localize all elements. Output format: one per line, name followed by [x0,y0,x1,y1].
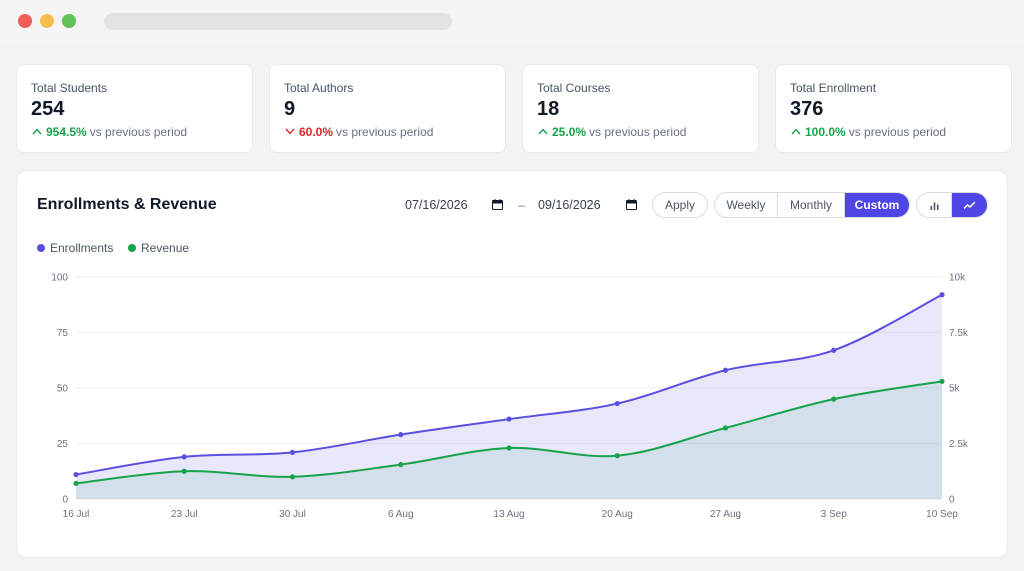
stat-trend: 100.0% vs previous period [790,125,946,139]
x-tick-label: 27 Aug [710,509,741,520]
line-chart-icon [963,201,976,209]
stat-change: 100.0% [805,125,846,139]
period-custom-option[interactable]: Custom [845,193,909,217]
enrollments-point [831,347,837,353]
enrollments-point [181,454,187,460]
bar-chart-icon [930,202,938,210]
panel-title: Enrollments & Revenue [37,196,217,213]
y-right-tick-label: 5k [949,384,961,395]
calendar-icon[interactable] [626,199,637,210]
enrollments-revenue-panel: Enrollments & Revenue 07/16/2026 – 09/16… [16,170,1008,558]
y-right-tick-label: 0 [949,495,955,506]
date-range-separator: – [518,198,525,212]
stat-card-total-students: Total Students 254 954.5% vs previous pe… [16,64,253,153]
stat-value: 254 [31,98,65,120]
stat-change: 25.0% [552,125,587,139]
legend-swatch-enrollments [37,244,45,252]
enrollments-point [722,367,729,373]
stat-value: 376 [790,98,824,120]
enrollments-point [289,449,296,455]
stat-value: 9 [284,98,296,120]
revenue-point [614,453,620,459]
y-left-tick-label: 0 [62,495,68,506]
stat-change-suffix: vs previous period [589,125,687,139]
x-tick-label: 6 Aug [388,509,414,520]
enrollments-point [398,432,404,438]
trend-up-icon [537,126,549,138]
legend-label: Enrollments [50,241,114,255]
stat-card-total-courses: Total Courses 18 25.0% vs previous perio… [522,64,759,153]
date-from-input[interactable]: 07/16/2026 [405,198,468,212]
stat-trend: 954.5% vs previous period [31,125,187,139]
y-left-tick-label: 50 [57,384,69,395]
legend-swatch-revenue [128,244,136,252]
stat-label: Total Courses [537,81,611,95]
enrollments-point [939,292,945,298]
x-tick-label: 20 Aug [602,509,633,520]
period-selector: Weekly Monthly Custom [714,192,910,218]
window-titlebar [0,0,1024,44]
revenue-point [181,468,187,474]
y-right-tick-label: 10k [949,273,966,284]
stat-trend: 25.0% vs previous period [537,125,686,139]
close-window-button[interactable] [18,14,32,28]
stat-value: 18 [537,98,560,120]
x-tick-label: 3 Sep [821,509,848,520]
stat-label: Total Enrollment [790,81,877,95]
enrollments-area [76,294,942,499]
revenue-point [939,378,945,384]
y-right-tick-label: 7.5k [949,328,969,339]
x-tick-label: 13 Aug [493,509,524,520]
chart-type-selector [916,192,988,218]
revenue-area [76,381,942,499]
stat-change: 954.5% [46,125,87,139]
stat-change-suffix: vs previous period [89,125,188,139]
y-left-tick-label: 25 [57,439,69,450]
stat-card-total-enrollment: Total Enrollment 376 100.0% vs previous … [775,64,1012,153]
trend-down-icon [284,126,296,138]
x-tick-label: 23 Jul [171,509,198,520]
y-left-tick-label: 75 [57,328,69,339]
stat-change-suffix: vs previous period [848,125,947,139]
revenue-point [506,445,512,451]
revenue-point [722,425,729,431]
enrollments-point [73,471,79,478]
minimize-window-button[interactable] [40,14,54,28]
date-to-input[interactable]: 09/16/2026 [538,198,601,212]
revenue-point [398,461,404,468]
period-weekly-option[interactable]: Weekly [715,193,778,217]
trend-up-icon [790,126,802,138]
y-right-tick-label: 2.5k [949,439,969,450]
line-chart-button[interactable] [952,193,987,217]
bar-chart-button[interactable] [917,193,952,217]
stat-label: Total Authors [284,81,354,95]
enrollments-revenue-chart: 0 0 25 2.5k 50 5k 75 7.5k 100 10k 16 Jul 23 Jul 30 J… [51,273,969,521]
x-tick-label: 16 Jul [63,509,90,520]
stat-label: Total Students [31,81,108,95]
x-tick-label: 30 Jul [279,509,306,520]
stat-card-total-authors: Total Authors 9 60.0% vs previous period [269,64,506,153]
stat-change: 60.0% [299,125,334,139]
enrollments-point [614,400,620,407]
stat-change-suffix: vs previous period [336,125,434,139]
apply-button[interactable]: Apply [652,192,708,218]
calendar-icon[interactable] [492,199,503,210]
address-bar[interactable] [104,13,452,30]
period-monthly-option[interactable]: Monthly [778,193,845,217]
stat-trend: 60.0% vs previous period [284,125,433,139]
revenue-point [289,474,296,480]
enrollments-point [506,416,512,422]
revenue-point [831,396,837,402]
legend-item-revenue[interactable]: Revenue [128,241,189,255]
x-tick-label: 10 Sep [926,509,958,520]
maximize-window-button[interactable] [62,14,76,28]
revenue-point [73,480,79,487]
trend-up-icon [31,126,43,138]
y-left-tick-label: 100 [51,273,68,284]
legend-label: Revenue [141,241,190,255]
legend-item-enrollments[interactable]: Enrollments [37,241,113,255]
